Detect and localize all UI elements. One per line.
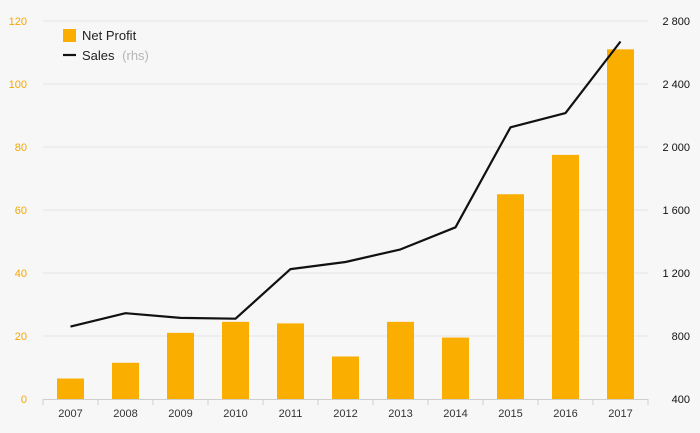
x-axis-tick-label: 2008	[113, 408, 137, 420]
net-profit-bar	[387, 321, 414, 399]
legend-sales-label: Sales	[82, 48, 115, 63]
net-profit-bar	[497, 194, 524, 399]
left-axis-tick-label: 0	[21, 394, 27, 406]
right-axis-ticks: 400 800 1 200 1 600 2 000 2 400 2 800	[662, 16, 690, 406]
right-axis-tick-label: 2 000	[662, 142, 690, 154]
left-axis-tick-label: 80	[15, 142, 27, 154]
net-profit-bar	[167, 332, 194, 399]
left-axis-tick-label: 40	[15, 268, 27, 280]
x-axis-tick-label: 2011	[279, 408, 303, 420]
legend-sales-rhs-note: (rhs)	[122, 48, 149, 63]
x-axis-tick-label: 2012	[333, 408, 357, 420]
legend-sales-text: Sales (rhs)	[82, 48, 149, 63]
x-axis-tick-label: 2009	[168, 408, 192, 420]
x-axis-tick-label: 2017	[608, 408, 632, 420]
net-profit-bar	[222, 321, 249, 399]
right-axis-tick-label: 1 600	[662, 205, 690, 217]
net-profit-bar	[57, 378, 84, 399]
left-axis-tick-label: 60	[15, 205, 27, 217]
legend-net-profit-label: Net Profit	[82, 28, 137, 43]
net-profit-bar	[277, 323, 304, 399]
x-axis-tick-label: 2010	[223, 408, 247, 420]
x-axis-tick-label: 2014	[443, 408, 467, 420]
x-axis-tick-label: 2007	[58, 408, 82, 420]
x-axis-tick-label: 2013	[388, 408, 412, 420]
x-axis-tick-label: 2015	[498, 408, 522, 420]
right-axis-tick-label: 2 400	[662, 79, 690, 91]
left-axis-ticks: 0 20 40 60 80 100 120	[9, 16, 27, 406]
left-axis-tick-label: 20	[15, 331, 27, 343]
right-axis-tick-label: 2 800	[662, 16, 690, 28]
x-axis-ticks: 2007 2008 2009 2010 2011 2012 2013 2014 2015 2016…	[42, 399, 649, 420]
net-profit-bar	[332, 356, 359, 399]
net-profit-bar	[552, 154, 579, 399]
left-axis-tick-label: 100	[9, 79, 27, 91]
right-axis-tick-label: 1 200	[662, 268, 690, 280]
legend-net-profit-swatch	[63, 29, 76, 42]
left-axis-tick-label: 120	[9, 16, 27, 28]
net-profit-bar	[112, 362, 139, 399]
grid-lines	[43, 20, 648, 337]
net-profit-bar	[442, 337, 469, 399]
right-axis-tick-label: 800	[672, 331, 690, 343]
right-axis-tick-label: 400	[672, 394, 690, 406]
legend: Net Profit Sales (rhs)	[63, 28, 149, 63]
sales-line	[70, 40, 622, 328]
net-profit-bars	[57, 49, 634, 399]
x-axis-tick-label: 2016	[553, 408, 577, 420]
net-profit-bar	[607, 49, 634, 399]
